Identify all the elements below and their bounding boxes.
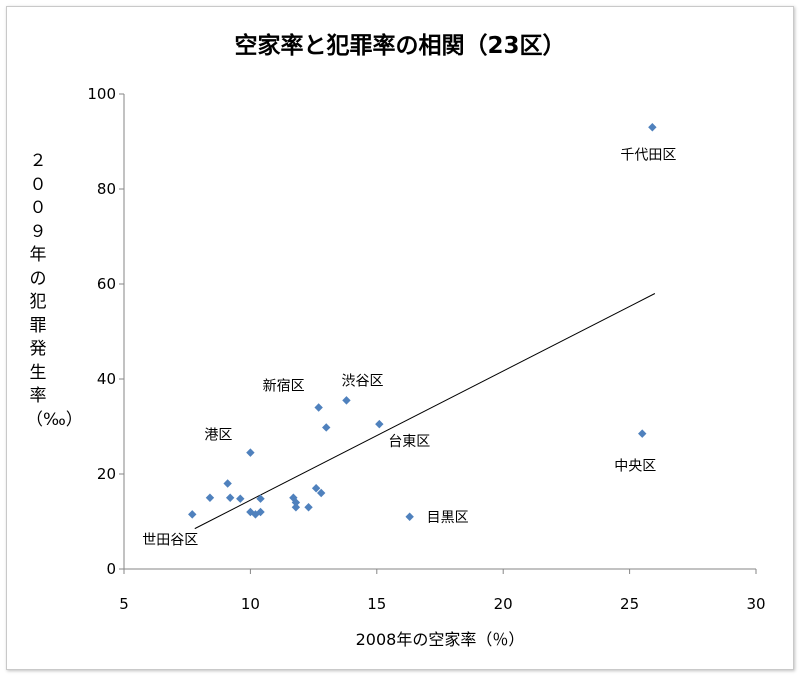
data-point-label: 港区 [204,428,232,444]
data-point [316,488,326,498]
data-point [205,493,215,502]
y-tick-label: 20 [97,465,116,483]
data-point [314,403,323,412]
x-axis-label: 2008年の空家率（％） [355,630,525,649]
data-point [648,123,657,132]
y-tick-label: 60 [97,275,116,293]
x-tick-label: 5 [119,595,129,613]
x-tick-label: 10 [241,595,260,613]
data-point [236,494,245,503]
data-point-label: 台東区 [388,434,430,450]
data-point [256,507,265,517]
data-point-label: 世田谷区 [142,532,198,548]
data-point [188,510,197,519]
data-point [405,512,414,521]
data-point [225,493,235,502]
x-tick-label: 25 [620,595,639,613]
data-point [304,503,313,512]
x-tick-label: 20 [494,595,513,613]
data-point [246,448,255,457]
y-tick-label: 100 [87,85,116,103]
chart-title: 空家率と犯罪率の相関（23区） [234,33,566,59]
x-tick-label: 15 [367,595,386,613]
data-point [291,503,301,512]
data-point-label: 中央区 [614,459,656,475]
data-point [375,419,384,429]
data-point [638,429,647,438]
data-point [256,494,265,503]
trendline [194,293,656,530]
data-point [311,484,321,493]
data-point-label: 千代田区 [620,147,676,163]
data-point-label: 新宿区 [263,378,305,395]
data-point-label: 渋谷区 [341,373,383,389]
data-point [291,498,301,507]
y-tick-label: 0 [106,560,116,578]
data-point [223,479,232,488]
x-tick-label: 30 [746,595,765,613]
chart-frame [6,6,794,670]
y-axis-label: ２００９年の犯罪発生率（‰） [26,151,83,430]
y-tick-label: 40 [97,370,116,388]
data-point [322,423,331,432]
data-point-label: 目黒区 [427,510,469,526]
y-tick-label: 80 [97,180,116,198]
data-point [342,396,351,405]
